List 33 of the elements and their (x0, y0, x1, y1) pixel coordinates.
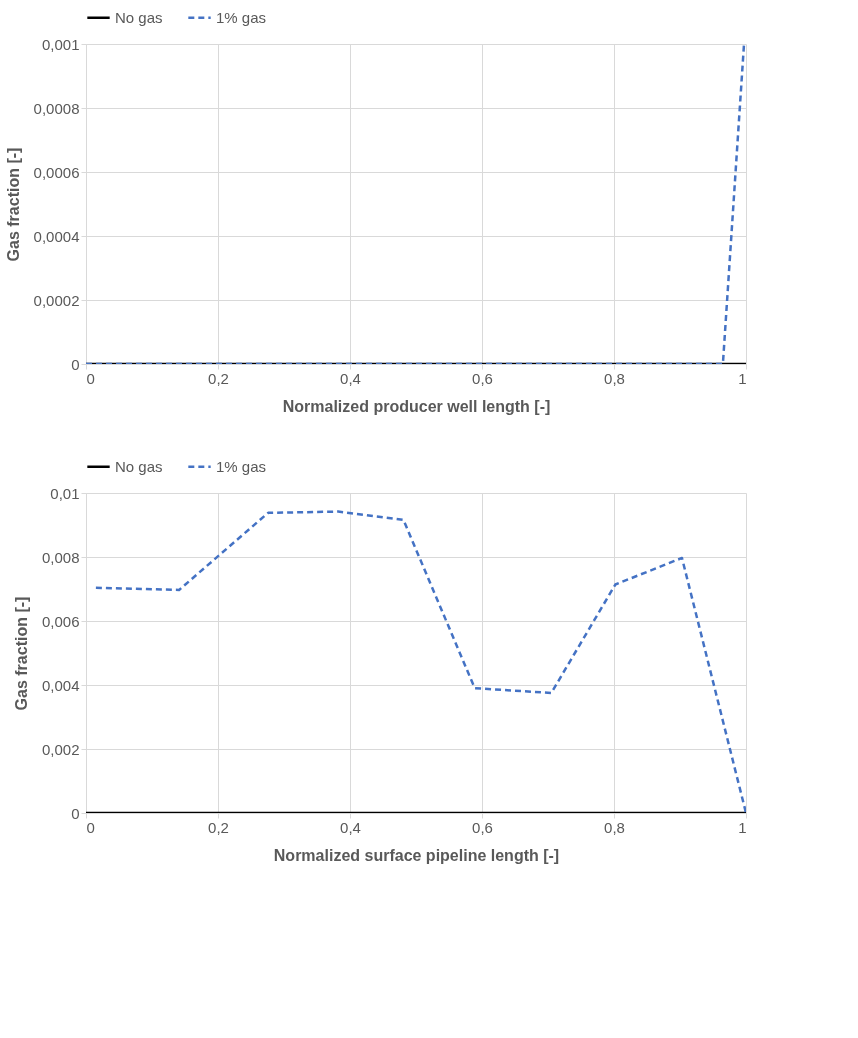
x-tick-label: 0,2 (208, 818, 229, 836)
x-tick-label: 0,2 (208, 369, 229, 387)
legend-label: No gas (115, 457, 163, 475)
legend-label: 1% gas (216, 457, 267, 475)
x-tick-label: 0,4 (340, 818, 361, 836)
y-axis-title: Gas fraction [-] (12, 596, 30, 711)
y-tick-label: 0,004 (41, 676, 80, 694)
x-axis-title: Normalized surface pipeline length [-] (273, 846, 560, 864)
x-tick-label: 0,6 (472, 818, 493, 836)
x-axis-title: Normalized producer well length [-] (282, 397, 551, 415)
y-tick-label: 0,001 (41, 35, 80, 53)
x-tick-label: 0,4 (340, 369, 361, 387)
x-tick-label: 0 (86, 369, 95, 387)
x-tick-label: 1 (738, 818, 747, 836)
legend-label: 1% gas (216, 8, 267, 26)
x-tick-label: 0,6 (472, 369, 493, 387)
legend-label: No gas (115, 8, 163, 26)
y-tick-label: 0,0008 (33, 99, 80, 117)
y-axis-title: Gas fraction [-] (4, 147, 22, 262)
x-tick-label: 0,8 (604, 369, 625, 387)
y-tick-label: 0,0006 (33, 163, 80, 181)
y-tick-label: 0 (71, 355, 80, 373)
y-tick-label: 0 (71, 804, 80, 822)
y-tick-label: 0,0004 (33, 227, 80, 245)
y-tick-label: 0,008 (41, 548, 80, 566)
y-tick-label: 0,006 (41, 612, 80, 630)
y-tick-label: 0,0002 (33, 291, 80, 309)
x-tick-label: 1 (738, 369, 747, 387)
y-tick-label: 0,002 (41, 740, 80, 758)
line-series (94, 510, 746, 813)
x-tick-label: 0 (86, 818, 95, 836)
y-tick-label: 0,01 (50, 484, 80, 502)
x-tick-label: 0,8 (604, 818, 625, 836)
